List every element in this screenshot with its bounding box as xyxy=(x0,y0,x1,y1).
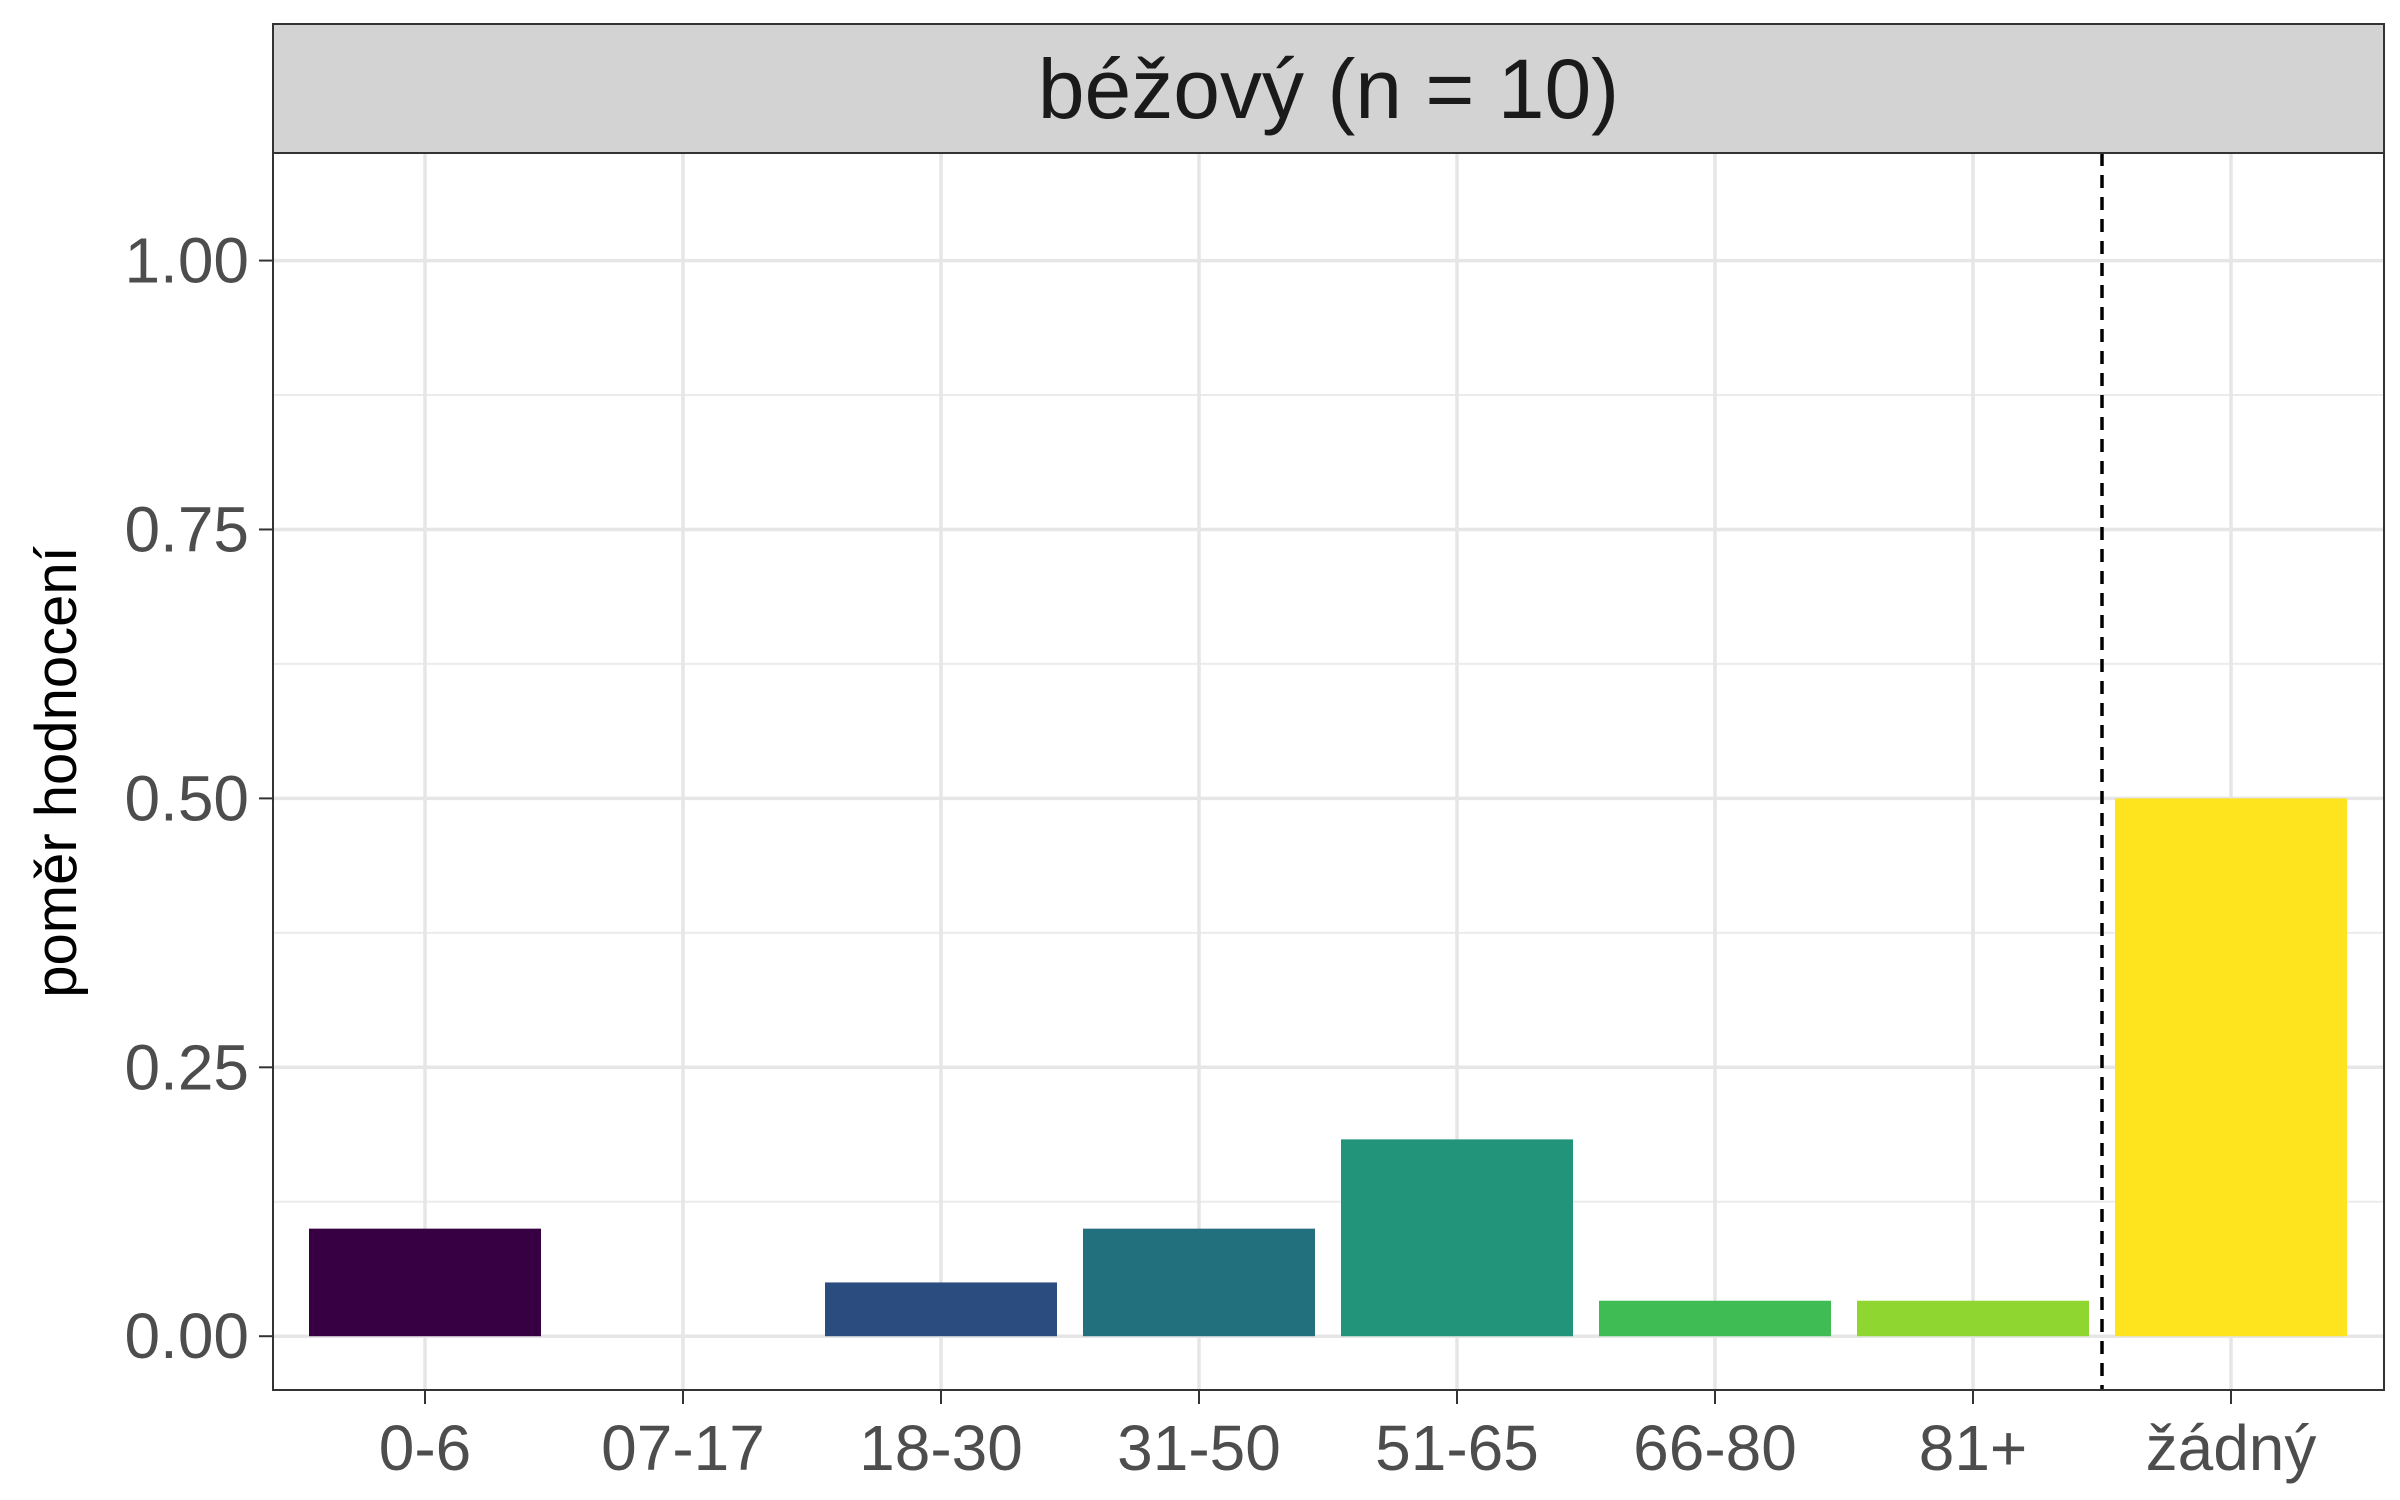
x-tick-label: 66-80 xyxy=(1633,1412,1797,1484)
y-axis: 0.00 0.25 0.50 0.75 1.00 xyxy=(124,225,273,1372)
bar-žádný xyxy=(2115,798,2347,1337)
y-tick-label: 0.50 xyxy=(124,762,249,834)
bar-0-6 xyxy=(309,1228,541,1337)
plot-panel xyxy=(273,153,2384,1390)
minor-grid xyxy=(273,394,2384,1203)
x-tick-label: 81+ xyxy=(1919,1412,2028,1484)
bar-51-65 xyxy=(1341,1139,1573,1337)
y-tick-label: 0.75 xyxy=(124,493,249,565)
facet-strip xyxy=(272,23,2385,154)
x-tick-label: 18-30 xyxy=(859,1412,1023,1484)
x-tick-label: 07-17 xyxy=(601,1412,765,1484)
x-axis: 0-6 07-17 18-30 31-50 51-65 66-80 81+ žádný xyxy=(379,1390,2317,1484)
y-tick-label: 1.00 xyxy=(124,225,249,297)
bar-66-80 xyxy=(1599,1300,1831,1337)
bar-18-30 xyxy=(825,1282,1057,1337)
x-tick-label: 31-50 xyxy=(1117,1412,1281,1484)
x-tick-label: 0-6 xyxy=(379,1412,472,1484)
y-axis-title: poměr hodnocení xyxy=(24,546,89,997)
y-tick-label: 0.25 xyxy=(124,1031,249,1103)
bars xyxy=(309,798,2347,1337)
x-tick-label: žádný xyxy=(2146,1412,2317,1484)
facet-strip-title: béžový (n = 10) xyxy=(1038,42,1619,136)
x-tick-label: 51-65 xyxy=(1375,1412,1539,1484)
bar-81+ xyxy=(1857,1300,2089,1337)
bar-31-50 xyxy=(1083,1228,1315,1337)
y-tick-label: 0.00 xyxy=(124,1300,249,1372)
